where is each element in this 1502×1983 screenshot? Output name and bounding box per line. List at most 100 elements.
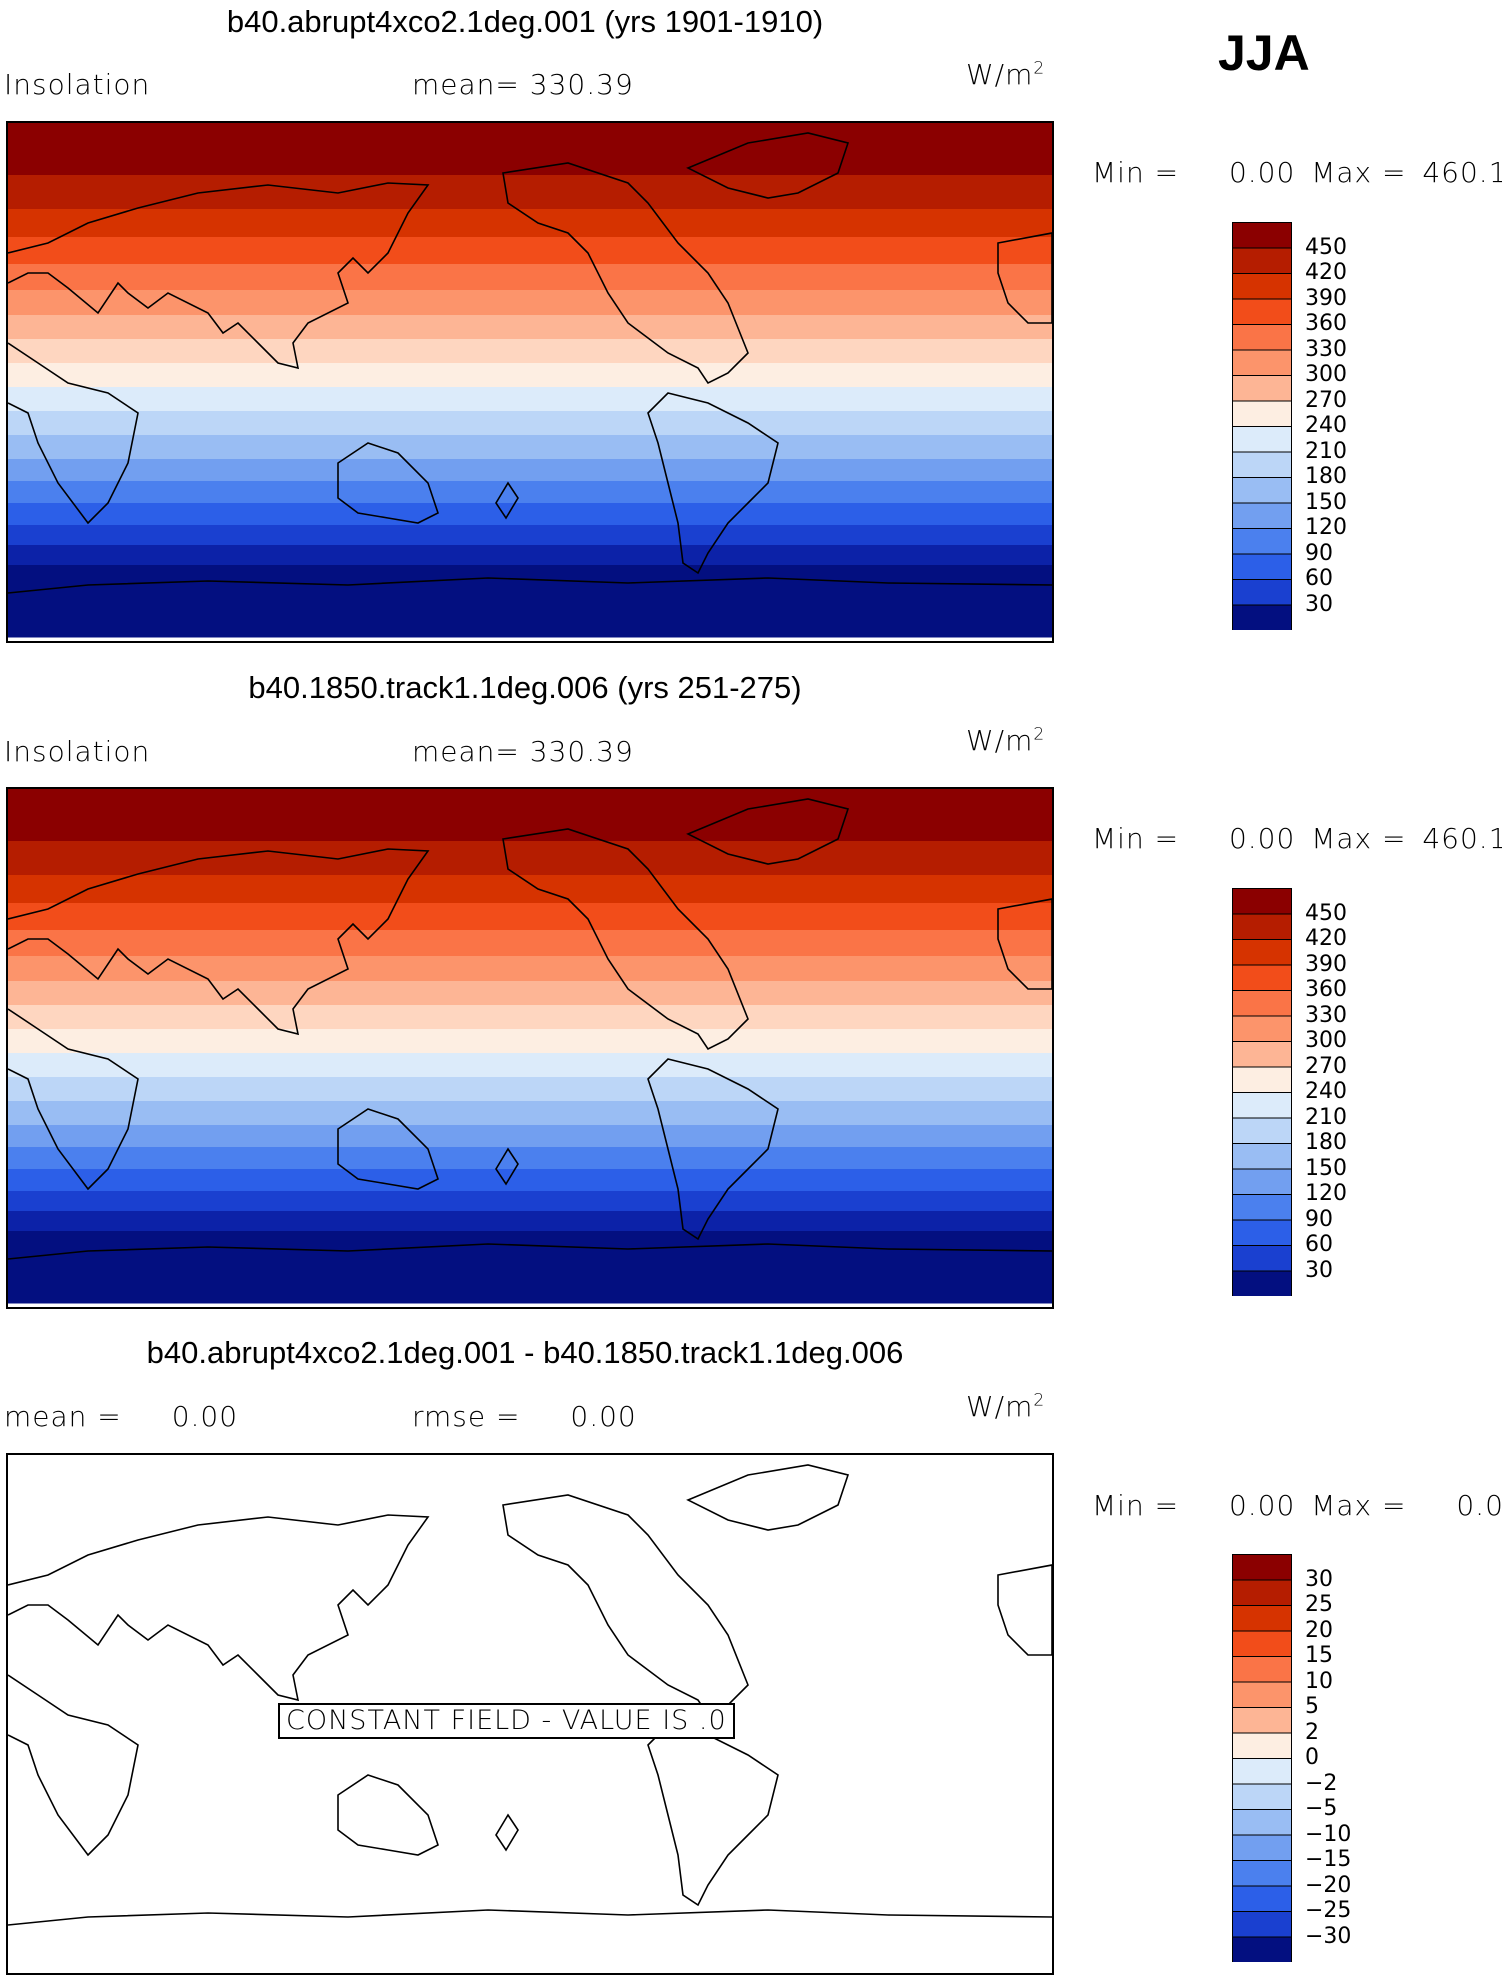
- colorbar-tick-label: −15: [1305, 1847, 1352, 1872]
- colorbar-swatch: [1232, 1579, 1292, 1606]
- colorbar-tick-label: 240: [1305, 413, 1347, 438]
- coastline: [686, 798, 850, 865]
- colorbar-swatch: [1232, 913, 1292, 940]
- insolation-band: [8, 237, 1052, 265]
- insolation-band: [8, 503, 1052, 526]
- insolation-band: [8, 264, 1052, 291]
- colorbar-swatch: [1232, 1041, 1292, 1068]
- panel-2-colorbar: [1232, 888, 1292, 1296]
- panel-3-units-text: W/m: [966, 1390, 1034, 1423]
- colorbar-swatch: [1232, 1015, 1292, 1042]
- panel-3-rmse-value: 0.00: [570, 1400, 637, 1433]
- colorbar-tick-label: 360: [1305, 311, 1347, 336]
- coastline: [647, 392, 779, 575]
- colorbar-swatch: [1232, 349, 1292, 376]
- colorbar-tick-label: 420: [1305, 260, 1347, 285]
- insolation-band: [8, 1029, 1052, 1054]
- colorbar-tick-label: 90: [1305, 540, 1333, 566]
- colorbar-swatch: [1232, 247, 1292, 274]
- coastline: [8, 342, 139, 525]
- colorbar-tick-label: −20: [1305, 1872, 1352, 1898]
- insolation-band: [8, 339, 1052, 364]
- insolation-band: [8, 956, 1052, 982]
- colorbar-tick-label: 0: [1305, 1745, 1319, 1770]
- coastline: [8, 1243, 1052, 1260]
- colorbar-svg: [1232, 222, 1292, 630]
- panel-3-mean-value: 0.00: [171, 1400, 239, 1433]
- colorbar-tick-label: 60: [1305, 566, 1333, 591]
- colorbar-swatch: [1232, 451, 1292, 478]
- insolation-band: [8, 1147, 1052, 1170]
- colorbar-tick-label: 150: [1305, 489, 1347, 515]
- colorbar-swatch: [1232, 1911, 1292, 1938]
- colorbar-swatch: [1232, 604, 1292, 630]
- colorbar-tick-label: 300: [1305, 1028, 1347, 1053]
- coastline: [8, 182, 430, 370]
- colorbar-swatch: [1232, 1554, 1292, 1581]
- colorbar-swatch: [1232, 990, 1292, 1017]
- colorbar-swatch: [1232, 888, 1292, 915]
- coastline: [8, 848, 430, 1036]
- constant-field-notice: CONSTANT FIELD - VALUE IS .0: [278, 1703, 735, 1739]
- panel-2-max-label: Max =: [1311, 822, 1407, 855]
- panel-1-mean-value: 330.39: [529, 68, 634, 101]
- insolation-band: [8, 1211, 1052, 1232]
- panel-1-max-label: Max =: [1311, 156, 1407, 189]
- colorbar-swatch: [1232, 1117, 1292, 1144]
- colorbar-swatch: [1232, 939, 1292, 966]
- panel-1-units-exp: 2: [1033, 58, 1046, 79]
- panel-1-min-label: Min =: [1092, 156, 1180, 189]
- colorbar-swatch: [1232, 1885, 1292, 1912]
- colorbar-swatch: [1232, 528, 1292, 555]
- coastline: [495, 1813, 519, 1852]
- panel-2-mean: mean= 330.39: [412, 735, 634, 768]
- colorbar-tick-label: −5: [1305, 1796, 1338, 1821]
- colorbar-swatch: [1232, 1092, 1292, 1119]
- colorbar-tick-label: −25: [1305, 1898, 1352, 1923]
- insolation-band: [8, 1101, 1052, 1126]
- panel-3-units-exp: 2: [1033, 1390, 1046, 1411]
- colorbar-tick-label: 330: [1305, 1002, 1347, 1028]
- colorbar-swatch: [1232, 1656, 1292, 1683]
- panel-3-rmse-label: rmse =: [412, 1400, 521, 1433]
- colorbar-swatch: [1232, 1936, 1292, 1962]
- colorbar-swatch: [1232, 1809, 1292, 1836]
- panel-2-max-value: 460.13: [1422, 822, 1502, 855]
- coastline: [337, 1774, 439, 1856]
- map-canvas: [8, 789, 1052, 1304]
- coastline: [502, 162, 749, 385]
- insolation-band: [8, 930, 1052, 957]
- colorbar-tick-label: 210: [1305, 438, 1347, 464]
- colorbar-swatch: [1232, 1270, 1292, 1296]
- coastline: [686, 132, 850, 199]
- insolation-band: [8, 1053, 1052, 1078]
- panel-3-title: b40.abrupt4xco2.1deg.001 - b40.1850.trac…: [146, 1335, 904, 1370]
- colorbar-tick-label: 120: [1305, 1181, 1347, 1206]
- colorbar-tick-label: 450: [1305, 234, 1347, 260]
- colorbar-tick-label: 270: [1305, 387, 1347, 413]
- colorbar-tick-label: 30: [1305, 591, 1333, 617]
- colorbar-swatch: [1232, 1783, 1292, 1810]
- colorbar-tick-label: −30: [1305, 1923, 1352, 1949]
- colorbar-tick-label: 2: [1305, 1719, 1319, 1745]
- colorbar-tick-label: 240: [1305, 1079, 1347, 1104]
- panel-3-min-value: 0.00: [1228, 1489, 1296, 1522]
- coastline: [337, 442, 439, 524]
- colorbar-swatch: [1232, 1143, 1292, 1170]
- colorbar-swatch: [1232, 298, 1292, 325]
- colorbar-tick-label: 120: [1305, 515, 1347, 540]
- insolation-band: [8, 545, 1052, 566]
- colorbar-tick-label: 420: [1305, 926, 1347, 951]
- panel-1-mean: mean= 330.39: [412, 68, 634, 101]
- colorbar-swatch: [1232, 222, 1292, 249]
- colorbar-tick-label: −2: [1305, 1770, 1338, 1796]
- colorbar-tick-label: 450: [1305, 900, 1347, 926]
- colorbar-swatch: [1232, 1834, 1292, 1861]
- coastline: [495, 1147, 519, 1186]
- colorbar-tick-label: 20: [1305, 1617, 1333, 1643]
- insolation-band: [8, 459, 1052, 482]
- insolation-band: [8, 1191, 1052, 1212]
- insolation-band: [8, 1125, 1052, 1148]
- panel-2-mean-value: 330.39: [529, 735, 634, 768]
- panel-1-min-value: 0.00: [1228, 156, 1296, 189]
